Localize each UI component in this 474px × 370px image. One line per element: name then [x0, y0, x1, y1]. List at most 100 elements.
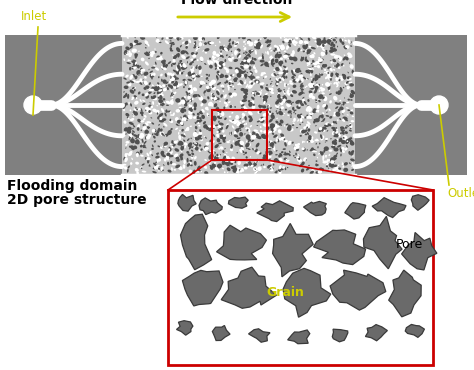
- Ellipse shape: [268, 156, 270, 160]
- Ellipse shape: [253, 79, 255, 80]
- Ellipse shape: [148, 51, 150, 53]
- Ellipse shape: [151, 51, 155, 54]
- Ellipse shape: [149, 164, 150, 166]
- Ellipse shape: [192, 106, 194, 109]
- Ellipse shape: [263, 95, 268, 100]
- Ellipse shape: [277, 52, 278, 54]
- Ellipse shape: [317, 42, 319, 47]
- Ellipse shape: [294, 81, 297, 83]
- Ellipse shape: [321, 151, 324, 156]
- Ellipse shape: [231, 166, 234, 169]
- Ellipse shape: [292, 70, 297, 73]
- Ellipse shape: [126, 52, 127, 54]
- Ellipse shape: [325, 105, 328, 110]
- Ellipse shape: [305, 134, 308, 135]
- Ellipse shape: [311, 47, 316, 49]
- Ellipse shape: [276, 136, 278, 139]
- Ellipse shape: [175, 117, 179, 121]
- Ellipse shape: [265, 51, 266, 54]
- Ellipse shape: [271, 63, 275, 65]
- Ellipse shape: [324, 64, 327, 67]
- Ellipse shape: [342, 58, 345, 61]
- Ellipse shape: [209, 83, 212, 87]
- Ellipse shape: [238, 55, 241, 58]
- Ellipse shape: [341, 147, 345, 150]
- Ellipse shape: [183, 107, 185, 108]
- Ellipse shape: [300, 88, 301, 89]
- Ellipse shape: [195, 122, 196, 124]
- Ellipse shape: [182, 64, 184, 66]
- Ellipse shape: [153, 163, 157, 166]
- Ellipse shape: [235, 128, 239, 133]
- Ellipse shape: [149, 82, 151, 85]
- Ellipse shape: [351, 165, 354, 167]
- Circle shape: [430, 96, 448, 114]
- Ellipse shape: [311, 147, 314, 151]
- Ellipse shape: [318, 131, 321, 132]
- Ellipse shape: [161, 169, 163, 171]
- Ellipse shape: [315, 79, 317, 81]
- Ellipse shape: [258, 47, 260, 48]
- Ellipse shape: [334, 114, 335, 115]
- Ellipse shape: [129, 122, 134, 125]
- Ellipse shape: [284, 101, 288, 102]
- Ellipse shape: [278, 90, 282, 92]
- Ellipse shape: [144, 115, 146, 118]
- Ellipse shape: [193, 43, 195, 45]
- Ellipse shape: [342, 102, 346, 104]
- Ellipse shape: [206, 83, 207, 84]
- Ellipse shape: [170, 44, 173, 48]
- Ellipse shape: [170, 144, 172, 145]
- Ellipse shape: [204, 145, 209, 150]
- Ellipse shape: [339, 56, 343, 60]
- Ellipse shape: [159, 113, 163, 117]
- Ellipse shape: [193, 36, 198, 40]
- Ellipse shape: [197, 166, 201, 171]
- Ellipse shape: [173, 141, 177, 144]
- Ellipse shape: [336, 112, 340, 117]
- Ellipse shape: [260, 117, 264, 122]
- Ellipse shape: [178, 125, 180, 126]
- Ellipse shape: [252, 148, 254, 151]
- Ellipse shape: [169, 35, 173, 39]
- Ellipse shape: [344, 40, 347, 41]
- Ellipse shape: [245, 142, 250, 147]
- Ellipse shape: [145, 107, 149, 110]
- Ellipse shape: [202, 37, 205, 41]
- Ellipse shape: [265, 153, 267, 154]
- Ellipse shape: [247, 58, 251, 63]
- Ellipse shape: [283, 154, 287, 155]
- Ellipse shape: [217, 138, 220, 142]
- Ellipse shape: [278, 78, 281, 81]
- Ellipse shape: [252, 92, 255, 94]
- Ellipse shape: [250, 83, 254, 86]
- Ellipse shape: [299, 115, 302, 120]
- Ellipse shape: [348, 87, 350, 88]
- Ellipse shape: [254, 94, 255, 97]
- Polygon shape: [372, 198, 406, 218]
- Ellipse shape: [126, 81, 130, 84]
- Ellipse shape: [301, 103, 303, 106]
- Ellipse shape: [180, 122, 184, 126]
- Ellipse shape: [260, 60, 264, 63]
- Ellipse shape: [249, 75, 252, 78]
- Ellipse shape: [206, 86, 208, 88]
- Ellipse shape: [137, 127, 139, 131]
- Ellipse shape: [341, 110, 345, 113]
- Ellipse shape: [347, 46, 349, 49]
- Ellipse shape: [329, 68, 333, 71]
- Ellipse shape: [326, 159, 329, 163]
- Ellipse shape: [309, 113, 312, 115]
- Ellipse shape: [244, 62, 248, 65]
- Ellipse shape: [233, 140, 234, 143]
- Ellipse shape: [213, 125, 216, 129]
- Ellipse shape: [158, 97, 160, 99]
- Ellipse shape: [330, 73, 333, 77]
- Ellipse shape: [189, 62, 192, 65]
- Ellipse shape: [142, 79, 144, 81]
- Ellipse shape: [294, 43, 296, 44]
- Ellipse shape: [325, 76, 328, 79]
- Ellipse shape: [126, 52, 129, 56]
- Ellipse shape: [346, 138, 348, 140]
- Ellipse shape: [235, 44, 237, 46]
